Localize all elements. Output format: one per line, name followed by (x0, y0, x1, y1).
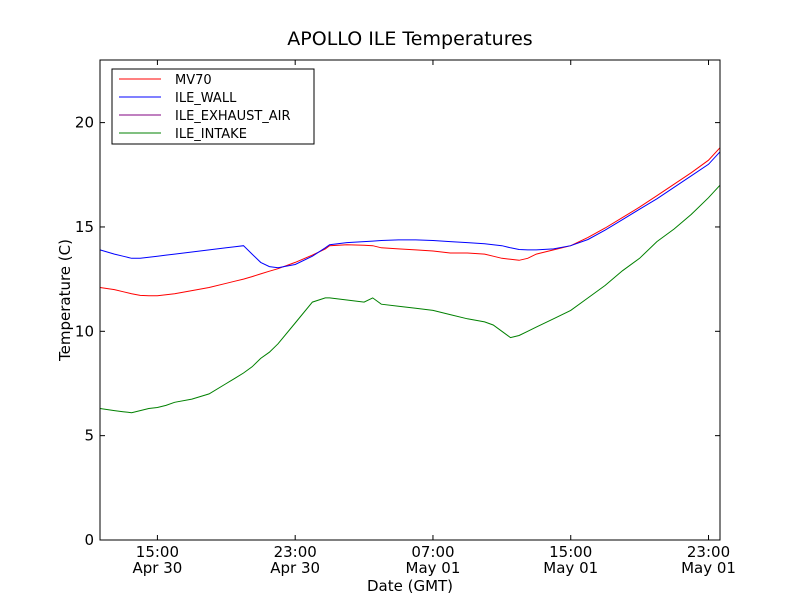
y-tick-label: 20 (75, 114, 94, 132)
legend-box (111, 68, 315, 145)
legend-label: ILE_EXHAUST_AIR (175, 109, 291, 124)
x-tick-label-date: May 01 (681, 559, 736, 577)
x-tick-label-time: 23:00 (274, 543, 317, 561)
y-tick-label: 0 (84, 531, 94, 549)
x-tick-label-date: Apr 30 (270, 559, 320, 577)
x-axis-label: Date (GMT) (367, 577, 453, 595)
x-tick-label-date: May 01 (406, 559, 461, 577)
legend-label: ILE_INTAKE (175, 127, 247, 142)
legend-label: MV70 (175, 73, 212, 88)
y-tick-label: 5 (84, 427, 94, 445)
x-tick-label-time: 15:00 (549, 543, 592, 561)
y-axis: 0 5 10 15 20 (75, 114, 720, 549)
x-tick-label-date: Apr 30 (133, 559, 183, 577)
plot-frame (99, 59, 721, 541)
x-tick-label-time: 23:00 (687, 543, 730, 561)
chart-title: APOLLO ILE Temperatures (287, 28, 532, 50)
x-tick-label-time: 15:00 (136, 543, 179, 561)
y-tick-label: 10 (75, 322, 94, 340)
series-line-3 (99, 184, 721, 414)
y-tick-label: 15 (75, 218, 94, 236)
y-axis-label: Temperature (C) (56, 239, 74, 362)
x-tick-label-date: May 01 (543, 559, 598, 577)
legend-label: ILE_WALL (175, 91, 237, 106)
series-line-0 (99, 147, 721, 297)
x-tick-label-time: 07:00 (411, 543, 454, 561)
series-line-1 (99, 151, 721, 269)
series-layer (99, 147, 721, 414)
legend: MV70 ILE_WALL ILE_EXHAUST_AIR ILE_INTAKE (111, 68, 315, 145)
